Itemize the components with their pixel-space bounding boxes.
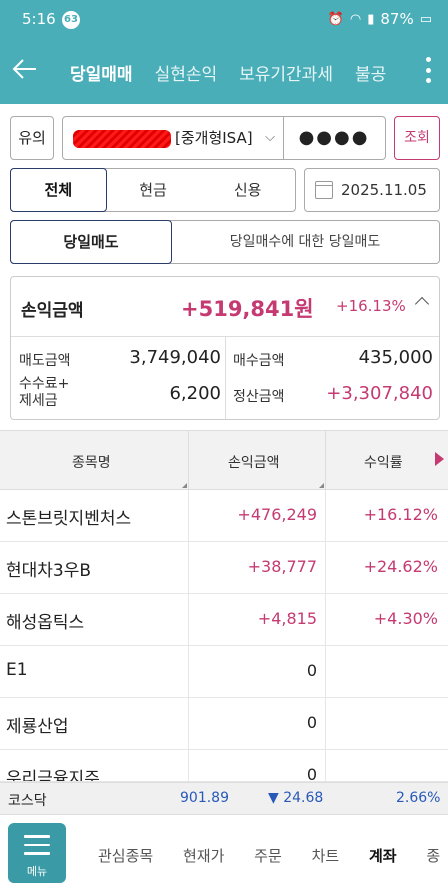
password-field[interactable]: ●●●●: [283, 116, 386, 160]
col-rate[interactable]: 수익률: [364, 455, 403, 471]
status-icons: ⏰ ◠ ▮ 87% ▭: [328, 10, 432, 28]
table-row[interactable]: 스톤브릿지벤처스 +476,249 +16.12%: [0, 490, 448, 542]
bottom-nav: 메뉴 관심종목 현재가 주문 차트 계좌 종: [0, 814, 448, 890]
battery-level: 87%: [380, 10, 414, 28]
pl-rate: +16.13%: [336, 297, 406, 315]
battery-icon: ▭: [419, 11, 432, 27]
header-tabs: 당일매매 실현손익 보유기간과세 불공: [70, 60, 408, 85]
segment-cash[interactable]: 현금: [139, 181, 167, 199]
index-ticker[interactable]: 코스닥 901.89 ▼ 24.68 2.66%: [0, 782, 448, 814]
fee-tax-label: 수수료+ 제세금: [19, 376, 70, 409]
tab-holding-tax[interactable]: 보유기간과세: [239, 65, 333, 85]
account-type-button[interactable]: 유의: [10, 116, 54, 160]
more-vertical-icon[interactable]: [418, 54, 438, 86]
back-arrow-icon[interactable]: [10, 54, 40, 84]
nav-order[interactable]: 주문: [254, 847, 282, 865]
sell-amount-value: 3,749,040: [129, 347, 221, 368]
app-header: 당일매매 실현손익 보유기간과세 불공: [0, 40, 448, 104]
chevron-up-icon[interactable]: [414, 296, 430, 312]
col-pl[interactable]: 손익금액: [228, 455, 280, 471]
nav-current-price[interactable]: 현재가: [182, 847, 225, 865]
table-header: 종목명 손익금액 수익률: [0, 430, 448, 491]
index-value: 901.89: [180, 790, 229, 806]
segment-credit[interactable]: 신용: [233, 181, 262, 199]
hamburger-icon: [24, 835, 50, 861]
trade-type-segment: 전체 현금 신용: [10, 168, 296, 212]
settle-amount-value: +3,307,840: [326, 383, 433, 404]
table-row[interactable]: 제룡산업 0: [0, 698, 448, 750]
nav-account[interactable]: 계좌: [368, 847, 397, 865]
alarm-icon: ⏰: [327, 11, 344, 27]
tab-unfair[interactable]: 불공: [354, 65, 387, 85]
scroll-right-icon[interactable]: [435, 452, 444, 466]
tab-daily-trade[interactable]: 당일매매: [70, 65, 133, 85]
nav-more[interactable]: 종: [426, 847, 441, 865]
pl-amount: +519,841원: [181, 297, 314, 321]
inquiry-button[interactable]: 조회: [394, 116, 440, 160]
calendar-icon: [315, 181, 333, 199]
tab-realized-pl[interactable]: 실현손익: [154, 65, 218, 85]
summary-header[interactable]: 손익금액 +519,841원 +16.13%: [11, 277, 439, 337]
fee-tax-value: 6,200: [169, 383, 221, 404]
notification-badge: 63: [62, 11, 80, 29]
table-row[interactable]: 해성옵틱스 +4,815 +4.30%: [0, 594, 448, 646]
signal-icon: ▮: [367, 11, 375, 27]
table-row[interactable]: E1 0: [0, 646, 448, 698]
segment-all[interactable]: 전체: [10, 168, 107, 212]
table-row[interactable]: 현대차3우B +38,777 +24.62%: [0, 542, 448, 594]
chevron-down-icon: ⌵: [265, 130, 275, 145]
nav-chart[interactable]: 차트: [311, 847, 340, 865]
menu-button[interactable]: 메뉴: [8, 823, 66, 883]
subtab-daily-buy-sell[interactable]: 당일매수에 대한 당일매도: [229, 234, 381, 250]
wifi-icon: ◠: [349, 11, 362, 27]
date-picker[interactable]: 2025.11.05: [304, 168, 440, 212]
col-stock-name[interactable]: 종목명: [72, 455, 111, 471]
nav-watchlist[interactable]: 관심종목: [98, 847, 154, 865]
date-value: 2025.11.05: [341, 181, 427, 199]
buy-amount-value: 435,000: [358, 347, 433, 368]
status-time: 5:16: [22, 10, 56, 28]
sell-amount-label: 매도금액: [19, 353, 71, 369]
account-suffix: [중개형ISA]: [175, 129, 253, 147]
index-name: 코스닥: [8, 793, 47, 809]
table-row[interactable]: 우리금융지주 0: [0, 750, 448, 782]
index-rate: 2.66%: [396, 790, 441, 806]
redacted-account-number: [73, 129, 171, 148]
status-bar: 5:16 63 ⏰ ◠ ▮ 87% ▭: [0, 0, 448, 40]
summary-panel: 손익금액 +519,841원 +16.13% 매도금액 3,749,040 매수…: [10, 276, 440, 420]
settle-amount-label: 정산금액: [233, 389, 285, 405]
pl-label: 손익금액: [21, 301, 84, 321]
buy-amount-label: 매수금액: [233, 353, 285, 369]
nav-items: 관심종목 현재가 주문 차트 계좌 종: [98, 845, 448, 866]
subtab-daily-sell[interactable]: 당일매도: [10, 220, 172, 264]
index-change: ▼ 24.68: [268, 790, 324, 806]
sell-subtabs: 당일매도 당일매수에 대한 당일매도: [10, 220, 440, 264]
account-select[interactable]: [중개형ISA] ⌵: [62, 116, 284, 160]
